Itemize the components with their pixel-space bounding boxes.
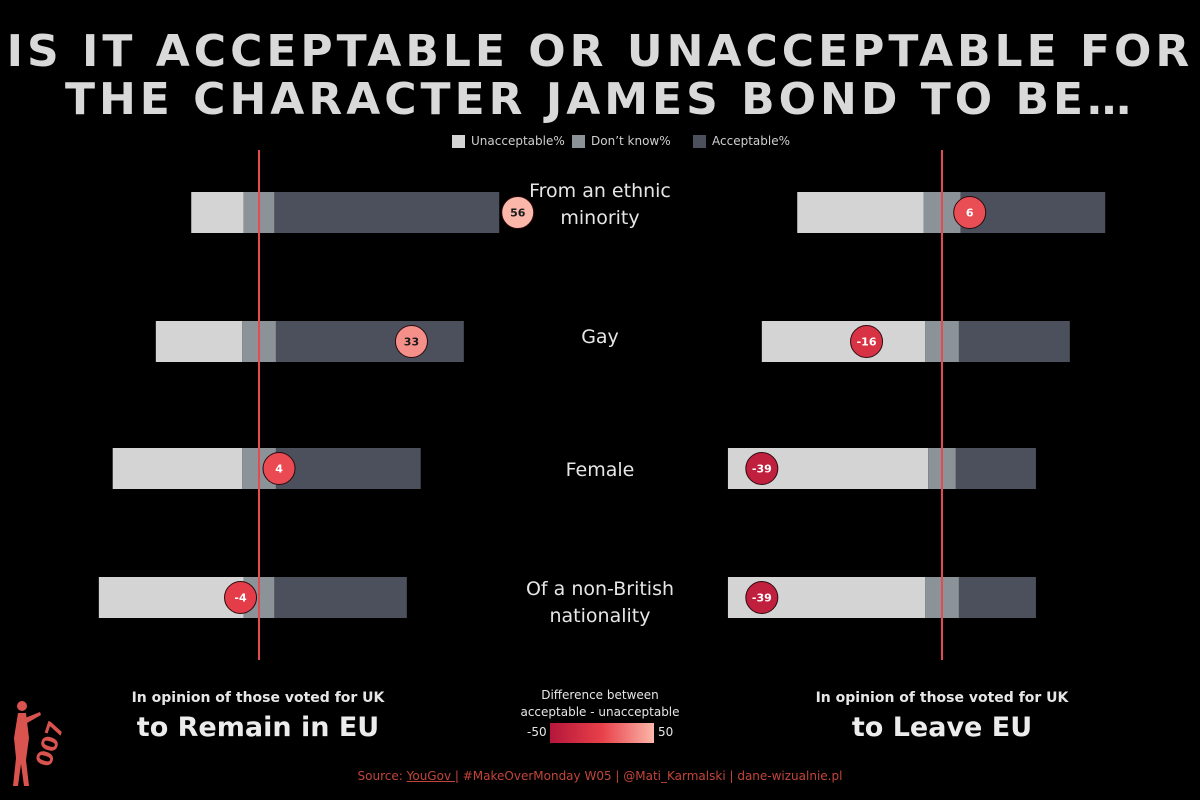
legend-item-dont-know[interactable]: Don’t know%: [572, 134, 671, 148]
category-label-non-british: Of a non-British nationality: [500, 576, 700, 630]
legend-label-unacceptable: Unacceptable%: [471, 134, 565, 148]
color-scale-max-label: 50: [658, 725, 674, 739]
color-scale-title-line: acceptable - unacceptable: [520, 705, 680, 719]
color-scale-min-label: -50: [527, 725, 547, 739]
footer-credits: #MakeOverMonday W05 | @Mati_Karmalski | …: [458, 769, 843, 783]
chart-title: IS IT ACCEPTABLE OR UNACCEPTABLE FOR THE…: [0, 28, 1200, 124]
leave-bar-unacceptable: [761, 321, 926, 362]
title-line-1: IS IT ACCEPTABLE OR UNACCEPTABLE FOR: [6, 26, 1194, 77]
remain-bar-unacceptable: [191, 192, 244, 233]
remain-bar-unacceptable: [112, 448, 243, 489]
legend-item-acceptable[interactable]: Acceptable%: [693, 134, 790, 148]
leave-bar-acceptable: [958, 321, 1070, 362]
remain-difference-marker: [262, 452, 296, 485]
remain-bar-acceptable: [274, 577, 407, 618]
category-label-line: Of a non-British: [525, 578, 675, 600]
leave-difference-label: -39: [752, 463, 772, 476]
remain-panel-subtitle: In opinion of those voted for UK: [131, 690, 385, 706]
remain-bar-unacceptable: [98, 577, 244, 618]
legend-swatch-acceptable: [693, 134, 706, 148]
legend: Unacceptable% Don’t know% Acceptable%: [0, 134, 1200, 150]
remain-difference-label: 33: [404, 336, 419, 349]
source-link[interactable]: YouGov |: [406, 769, 459, 783]
leave-bar-acceptable: [955, 448, 1036, 489]
leave-difference-label: 6: [966, 207, 974, 220]
leave-panel-title: to Leave EU: [851, 712, 1033, 743]
category-label-line: minority: [560, 207, 640, 229]
leave-bar-acceptable: [958, 577, 1036, 618]
remain-difference-label: 56: [510, 207, 526, 220]
legend-label-dont-know: Don’t know%: [591, 134, 671, 148]
source-footer: Source: YouGov | #MakeOverMonday W05 | @…: [0, 769, 1200, 783]
remain-difference-marker: [224, 581, 258, 614]
leave-bar-unacceptable: [797, 192, 924, 233]
bond-007-logo: 007: [13, 701, 70, 786]
category-label-ethnic-minority: From an ethnic minority: [500, 178, 700, 232]
remain-bar-acceptable: [274, 192, 500, 233]
category-label-line: Gay: [581, 326, 619, 348]
remain-bar-unacceptable: [155, 321, 243, 362]
category-label-female: Female: [500, 457, 700, 484]
remain-bar-acceptable: [275, 321, 464, 362]
color-scale-title: Difference between acceptable - unaccept…: [500, 687, 700, 721]
title-line-2: THE CHARACTER JAMES BOND TO BE…: [64, 74, 1136, 125]
remain-bar-acceptable: [275, 448, 421, 489]
color-scale-gradient: [550, 723, 654, 743]
leave-panel-subtitle: In opinion of those voted for UK: [815, 690, 1069, 706]
category-label-gay: Gay: [500, 324, 700, 351]
category-label-line: From an ethnic: [529, 180, 671, 202]
legend-label-acceptable: Acceptable%: [712, 134, 790, 148]
leave-difference-marker: [953, 196, 987, 229]
leave-difference-marker: [745, 581, 779, 614]
legend-item-unacceptable[interactable]: Unacceptable%: [452, 134, 565, 148]
remain-difference-label: 4: [275, 463, 283, 476]
leave-difference-marker: [745, 452, 779, 485]
remain-difference-label: -4: [234, 592, 247, 605]
legend-swatch-unacceptable: [452, 134, 465, 148]
logo-text: 007: [32, 718, 70, 769]
category-label-line: nationality: [549, 605, 651, 627]
remain-panel-title: to Remain in EU: [136, 712, 380, 743]
leave-difference-label: -39: [752, 592, 772, 605]
legend-swatch-dont-know: [572, 134, 585, 148]
color-scale-title-line: Difference between: [541, 688, 659, 702]
leave-difference-marker: [850, 325, 884, 358]
remain-difference-marker: [501, 196, 535, 229]
category-label-line: Female: [565, 459, 635, 481]
leave-difference-label: -16: [857, 336, 877, 349]
remain-difference-marker: [394, 325, 428, 358]
footer-prefix: Source:: [357, 769, 407, 783]
